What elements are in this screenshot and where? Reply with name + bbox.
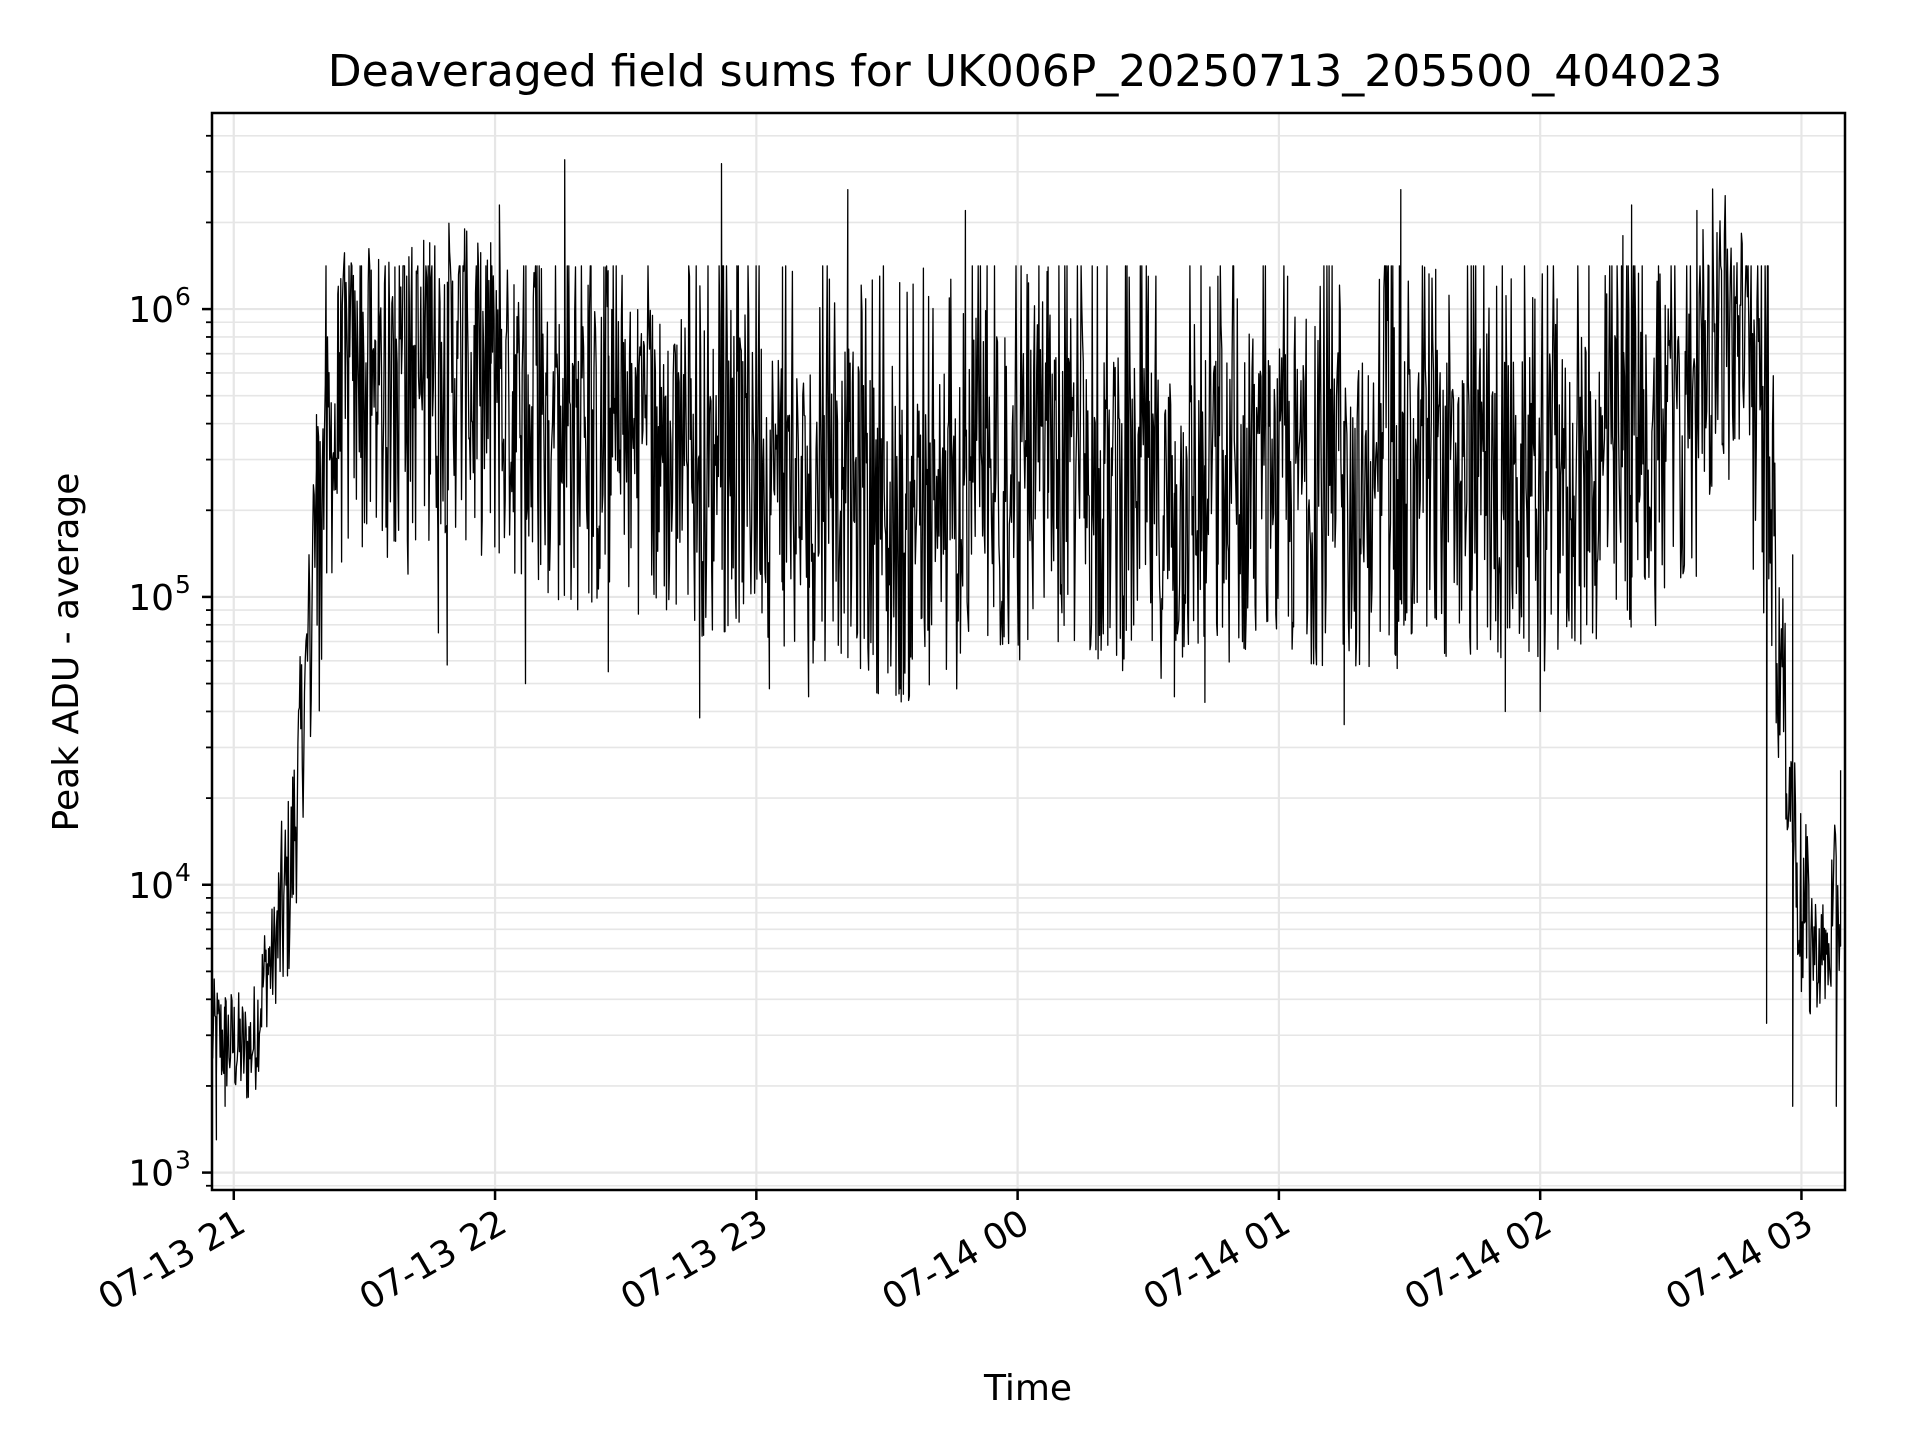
y-axis-label: Peak ADU - average [46, 473, 87, 832]
y-tick-exponent: 3 [175, 1146, 191, 1175]
x-axis-label: Time [983, 1368, 1072, 1409]
y-tick-label: 10 [128, 578, 174, 619]
series-layer [211, 159, 1842, 1141]
y-tick-exponent: 5 [175, 570, 191, 599]
y-tick-label: 10 [128, 290, 174, 331]
series-line [211, 159, 1842, 1141]
chart-title: Deaveraged field sums for UK006P_2025071… [328, 46, 1722, 97]
y-tick-exponent: 6 [175, 282, 191, 311]
y-tick-label: 10 [128, 866, 174, 907]
y-tick-label: 10 [128, 1154, 174, 1195]
plot-frame [210, 111, 1847, 1192]
y-tick-exponent: 4 [175, 858, 191, 887]
